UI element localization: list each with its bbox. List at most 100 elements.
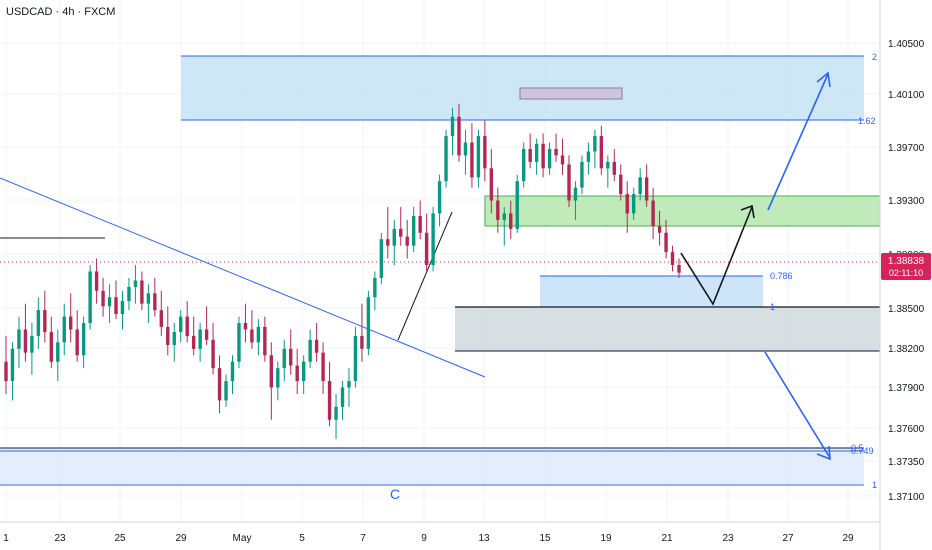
- chart-title: USDCAD · 4h · FXCM: [6, 6, 116, 18]
- candle-body: [140, 280, 144, 304]
- purple-marker-box: [519, 87, 623, 100]
- price-tick-label: 1.40500: [888, 39, 925, 50]
- fib-level-label: 1.62: [858, 116, 876, 126]
- price-tick-label: 1.38500: [888, 304, 925, 315]
- candle-body: [243, 323, 248, 330]
- price-tick-label: 1.40100: [888, 90, 925, 101]
- candle-body: [191, 335, 196, 349]
- candle-body: [256, 326, 261, 343]
- candle: [295, 348, 299, 394]
- candle-body: [360, 335, 364, 349]
- candle: [49, 316, 53, 369]
- candle: [211, 323, 215, 375]
- time-tick-label: 1: [3, 533, 9, 544]
- candle: [101, 277, 105, 317]
- fib-level-label: 1: [872, 480, 877, 490]
- candle-body: [353, 335, 358, 382]
- candle-body: [528, 148, 532, 162]
- price-tick-label: 1.39700: [888, 143, 925, 154]
- candle-body: [4, 361, 8, 382]
- candle-body: [444, 136, 448, 182]
- candle-body: [133, 280, 138, 287]
- candle-body: [463, 142, 468, 156]
- candle: [392, 219, 396, 265]
- time-tick-label: 29: [175, 533, 187, 544]
- candle-body: [431, 213, 435, 265]
- drawing-lines: [0, 177, 880, 378]
- candle: [554, 133, 558, 162]
- candle: [347, 368, 351, 407]
- candle-body: [657, 226, 662, 233]
- candle: [528, 133, 532, 169]
- candle: [664, 219, 668, 259]
- candle: [567, 155, 571, 207]
- candle-body: [10, 348, 15, 382]
- bearish-arrowhead: [816, 445, 831, 461]
- candle: [431, 206, 435, 272]
- candle-body: [560, 155, 565, 165]
- candle-body: [392, 228, 396, 246]
- candle-body: [399, 228, 403, 237]
- candle: [36, 297, 41, 349]
- candle: [638, 168, 642, 201]
- candle: [644, 164, 649, 207]
- candle-body: [282, 348, 286, 369]
- candle-body: [114, 297, 118, 314]
- candle: [43, 290, 47, 343]
- candle: [81, 316, 86, 369]
- candle: [593, 129, 597, 169]
- candle: [373, 271, 377, 311]
- time-tick-label: 25: [114, 533, 126, 544]
- candle-body: [347, 381, 351, 388]
- time-tick-label: 13: [478, 533, 490, 544]
- candle: [651, 187, 655, 240]
- candle: [62, 303, 66, 356]
- candle-body: [43, 310, 47, 333]
- projection-path: [680, 206, 753, 306]
- candle: [10, 342, 15, 401]
- candle: [17, 316, 21, 369]
- candle: [560, 138, 565, 175]
- candle: [379, 232, 384, 285]
- time-tick-label: 19: [600, 533, 612, 544]
- candle: [463, 129, 468, 175]
- candle-body: [502, 213, 506, 220]
- candle: [541, 133, 545, 178]
- candle-body: [619, 174, 623, 195]
- price-tick-label: 1.38200: [888, 344, 925, 355]
- candle-body: [321, 352, 325, 382]
- candle-body: [308, 339, 312, 362]
- candle: [334, 393, 338, 440]
- candle-body: [334, 406, 338, 420]
- candle-body: [470, 142, 474, 178]
- candle-body: [179, 316, 183, 333]
- candle: [4, 335, 8, 394]
- candle: [399, 206, 403, 246]
- candle: [573, 181, 578, 220]
- candle: [133, 265, 138, 304]
- candle: [166, 306, 170, 356]
- candle: [159, 290, 164, 336]
- candle-body: [127, 286, 131, 302]
- price-tick-label: 1.37100: [888, 492, 925, 503]
- candle: [301, 355, 306, 394]
- candle: [191, 316, 196, 356]
- time-tick-label: May: [233, 533, 252, 544]
- time-tick-label: 5: [299, 533, 305, 544]
- candle-body: [521, 148, 526, 182]
- candle-body: [424, 232, 429, 265]
- candle: [612, 148, 616, 182]
- fib-level-label: 1: [770, 302, 775, 312]
- candle: [263, 316, 267, 362]
- candle-body: [230, 361, 235, 382]
- candle-body: [295, 365, 299, 382]
- candle: [56, 329, 60, 382]
- candle-body: [250, 329, 254, 343]
- gray-support-zone: [455, 307, 880, 351]
- candle-body: [418, 216, 422, 233]
- candle: [632, 187, 636, 220]
- candle: [289, 329, 293, 375]
